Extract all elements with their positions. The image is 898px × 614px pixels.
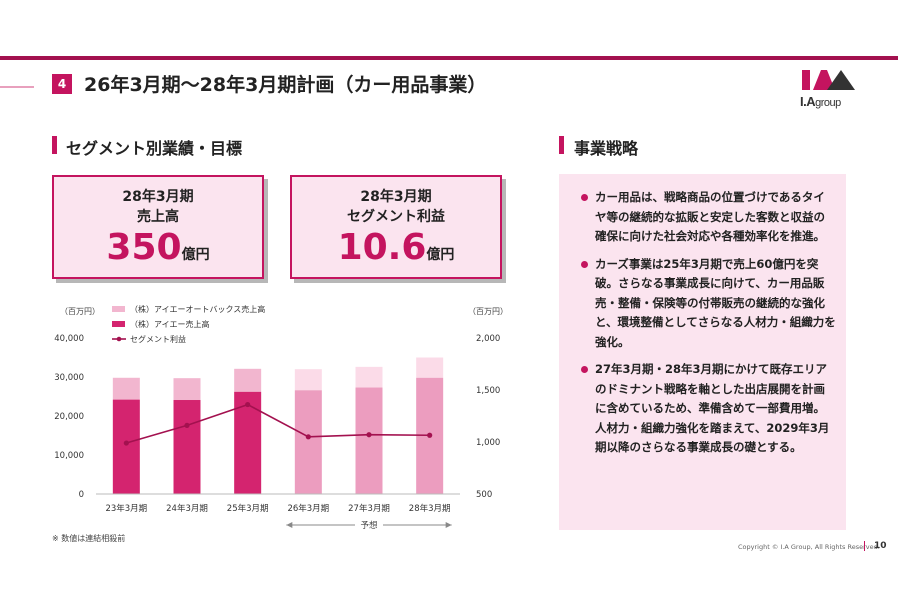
right-axis-tick-label: 1,000 <box>476 438 500 448</box>
bar-autobacs-sales <box>112 377 140 400</box>
right-axis-tick-label: 2,000 <box>476 334 500 344</box>
kpi-sales-unit: 億円 <box>181 247 210 263</box>
right-axis-tick-label: 500 <box>476 490 492 500</box>
section-number-badge: 4 <box>52 74 72 94</box>
strategy-item-cars-business: カーズ事業は25年3月期で売上60億円を突破。さらなる事業成長に向けて、カー用品… <box>581 255 836 353</box>
kpi-profit-period: 28年3月期 <box>360 189 432 205</box>
kpi-profit-value: 10.6 <box>337 227 427 268</box>
bar-ia-sales <box>355 387 383 494</box>
kpi-sales-figure: 350億円 <box>54 227 262 269</box>
logo-wordmark: I.Agroup <box>800 94 841 109</box>
left-axis-tick-label: 10,000 <box>54 451 84 461</box>
forecast-label-bg <box>355 519 383 531</box>
right-axis-tick-label: 1,500 <box>476 386 500 396</box>
top-accent-bar <box>0 56 898 60</box>
segment-performance-chart: （百万円） （百万円） 0 10,000 20,000 30,000 40,000 500 1,… <box>54 304 508 531</box>
legend-swatch-ia <box>112 321 125 327</box>
left-axis-unit: （百万円） <box>60 307 100 316</box>
chart-footnote: ※ 数値は連結相殺前 <box>52 534 126 543</box>
x-axis-category-label: 26年3月期 <box>287 503 329 514</box>
segment-profit-point <box>305 434 311 440</box>
legend-label-ia: （株）アイエー売上高 <box>130 319 210 329</box>
bar-autobacs-sales <box>234 368 262 392</box>
footer-separator <box>864 541 865 551</box>
page-title: 26年3月期〜28年3月期計画（カー用品事業） <box>84 74 487 96</box>
kpi-box-profit: 28年3月期 セグメント利益 10.6億円 <box>290 175 502 279</box>
legend-label-autobacs: （株）アイエーオートバックス売上高 <box>130 304 265 314</box>
strategy-panel: カー用品は、戦略商品の位置づけであるタイヤ等の継続的な拡販と安定した客数と収益の… <box>559 174 846 530</box>
legend-marker-profit <box>116 336 122 342</box>
footer-page-number: 10 <box>874 541 887 551</box>
right-section-marker <box>559 136 564 154</box>
legend-swatch-autobacs <box>112 306 125 312</box>
kpi-profit-figure: 10.6億円 <box>292 227 500 269</box>
copyright-text: Copyright © I.A Group, All Rights Reserv… <box>738 543 880 551</box>
right-axis-unit: （百万円） <box>468 307 508 316</box>
kpi-box-sales: 28年3月期 売上高 350億円 <box>52 175 264 279</box>
strategy-item-car-goods: カー用品は、戦略商品の位置づけであるタイヤ等の継続的な拡販と安定した客数と収益の… <box>581 188 836 247</box>
x-axis-category-label: 25年3月期 <box>227 503 269 514</box>
logo-letters: I.A <box>800 94 816 109</box>
left-axis-tick-label: 0 <box>79 490 84 500</box>
left-axis-tick-label: 20,000 <box>54 412 84 422</box>
x-axis-category-label: 24年3月期 <box>166 503 208 514</box>
bar-autobacs-sales <box>355 366 383 388</box>
right-section-title: 事業戦略 <box>574 139 639 158</box>
left-section-title: セグメント別業績・目標 <box>66 139 243 158</box>
left-axis-tick-label: 30,000 <box>54 373 84 383</box>
segment-profit-point <box>184 422 190 428</box>
kpi-sales-value: 350 <box>106 227 182 268</box>
x-axis-category-label: 27年3月期 <box>348 503 390 514</box>
segment-profit-point <box>123 440 129 446</box>
kpi-profit-unit: 億円 <box>426 247 455 263</box>
forecast-left-arrow-icon <box>286 522 293 528</box>
bar-ia-sales <box>112 399 140 494</box>
forecast-label: 予想 <box>360 520 378 531</box>
segment-profit-point <box>366 432 372 438</box>
bar-ia-sales <box>294 390 322 494</box>
kpi-profit-label: セグメント利益 <box>347 209 445 225</box>
strategy-list: カー用品は、戦略商品の位置づけであるタイヤ等の継続的な拡販と安定した客数と収益の… <box>559 174 846 458</box>
bar-ia-sales <box>173 400 201 494</box>
kpi-sales-label: 売上高 <box>137 209 179 225</box>
kpi-sales-period: 28年3月期 <box>122 189 194 205</box>
bar-autobacs-sales <box>173 378 201 401</box>
segment-profit-point <box>245 401 251 408</box>
x-axis-category-label: 23年3月期 <box>105 503 147 514</box>
legend-label-profit: セグメント利益 <box>130 334 186 344</box>
bar-autobacs-sales <box>416 357 444 378</box>
x-axis-category-label: 28年3月期 <box>409 503 451 514</box>
forecast-right-arrow-icon <box>445 522 452 528</box>
left-accent-line <box>0 86 34 88</box>
bar-autobacs-sales <box>294 369 322 391</box>
ia-group-logo-icon <box>802 70 855 90</box>
strategy-item-store-expansion: 27年3月期・28年3月期にかけて既存エリアのドミナント戦略を軸とした出店展開を… <box>581 360 836 458</box>
logo-suffix: group <box>815 97 841 109</box>
segment-profit-line <box>126 403 430 444</box>
left-section-marker <box>52 136 57 154</box>
segment-profit-point <box>427 432 433 438</box>
left-axis-tick-label: 40,000 <box>54 334 84 344</box>
